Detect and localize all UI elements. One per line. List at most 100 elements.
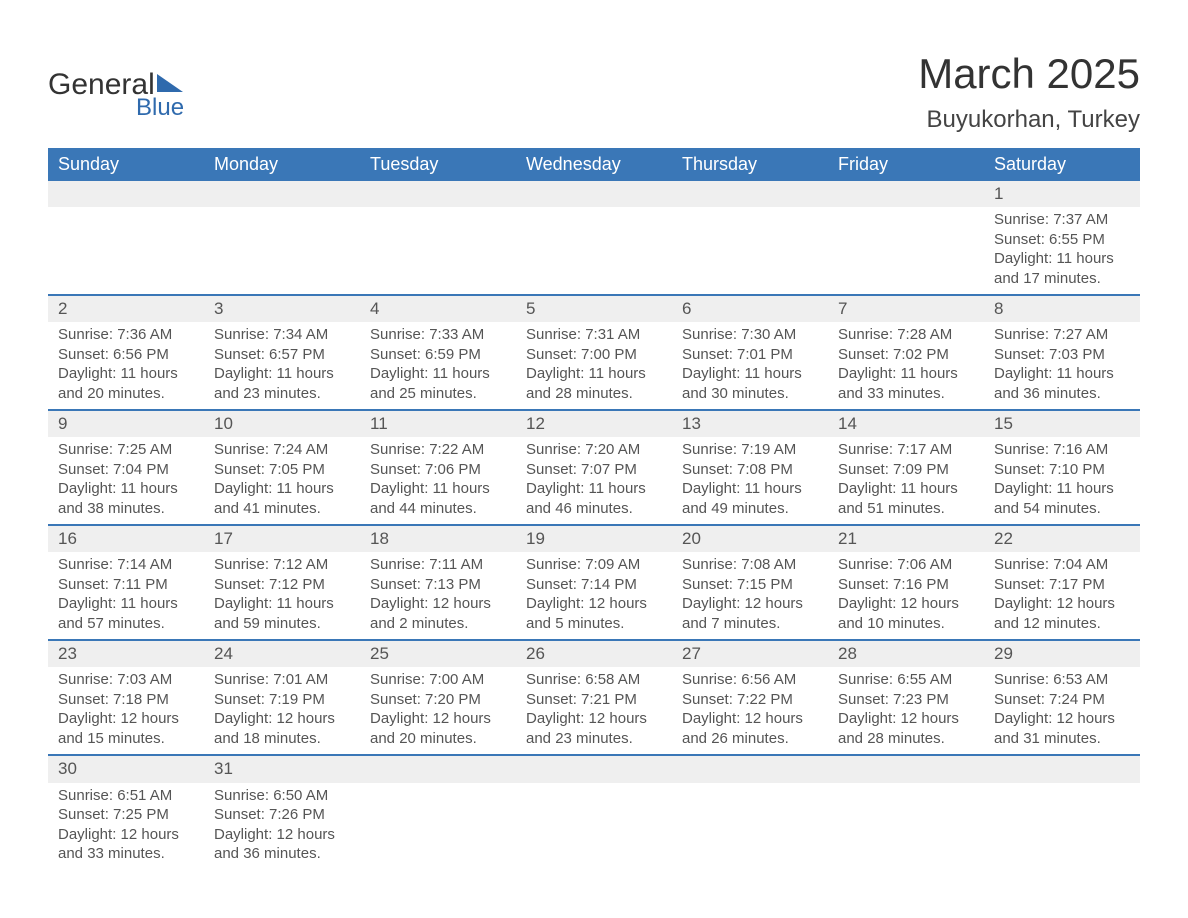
day-details-cell: Sunrise: 7:12 AMSunset: 7:12 PMDaylight:… [204, 552, 360, 640]
logo: General Blue [48, 50, 184, 120]
day-number-cell: 4 [360, 295, 516, 322]
daylight-text-1: Daylight: 11 hours [214, 364, 350, 384]
sunrise-text: Sunrise: 7:25 AM [58, 440, 194, 460]
sunset-text: Sunset: 7:09 PM [838, 460, 974, 480]
daylight-text-1: Daylight: 11 hours [370, 364, 506, 384]
week-details-row: Sunrise: 7:36 AMSunset: 6:56 PMDaylight:… [48, 322, 1140, 410]
day-number-cell: 8 [984, 295, 1140, 322]
day-details-cell: Sunrise: 7:20 AMSunset: 7:07 PMDaylight:… [516, 437, 672, 525]
page-title: March 2025 [918, 50, 1140, 98]
daylight-text-1: Daylight: 11 hours [58, 594, 194, 614]
sunset-text: Sunset: 7:05 PM [214, 460, 350, 480]
daylight-text-1: Daylight: 11 hours [682, 479, 818, 499]
daylight-text-1: Daylight: 12 hours [682, 594, 818, 614]
day-details-cell: Sunrise: 7:19 AMSunset: 7:08 PMDaylight:… [672, 437, 828, 525]
day-details-cell: Sunrise: 7:03 AMSunset: 7:18 PMDaylight:… [48, 667, 204, 755]
sunset-text: Sunset: 7:17 PM [994, 575, 1130, 595]
sunset-text: Sunset: 7:12 PM [214, 575, 350, 595]
day-number-cell: 26 [516, 640, 672, 667]
week-daynum-row: 9101112131415 [48, 410, 1140, 437]
week-details-row: Sunrise: 7:25 AMSunset: 7:04 PMDaylight:… [48, 437, 1140, 525]
day-number-cell: 15 [984, 410, 1140, 437]
day-details-cell [828, 207, 984, 295]
sunrise-text: Sunrise: 6:58 AM [526, 670, 662, 690]
sunset-text: Sunset: 7:01 PM [682, 345, 818, 365]
day-number-cell: 25 [360, 640, 516, 667]
daylight-text-1: Daylight: 11 hours [526, 479, 662, 499]
day-details-cell: Sunrise: 6:55 AMSunset: 7:23 PMDaylight:… [828, 667, 984, 755]
daylight-text-2: and 41 minutes. [214, 499, 350, 519]
sunrise-text: Sunrise: 7:36 AM [58, 325, 194, 345]
day-number-cell [48, 181, 204, 207]
sunrise-text: Sunrise: 7:28 AM [838, 325, 974, 345]
day-details-cell: Sunrise: 7:22 AMSunset: 7:06 PMDaylight:… [360, 437, 516, 525]
logo-text-2: Blue [136, 96, 184, 120]
sunrise-text: Sunrise: 7:06 AM [838, 555, 974, 575]
sunset-text: Sunset: 6:56 PM [58, 345, 194, 365]
sunrise-text: Sunrise: 7:08 AM [682, 555, 818, 575]
day-details-cell: Sunrise: 6:58 AMSunset: 7:21 PMDaylight:… [516, 667, 672, 755]
day-number-cell: 16 [48, 525, 204, 552]
day-number-cell [984, 755, 1140, 782]
sunset-text: Sunset: 7:13 PM [370, 575, 506, 595]
sunrise-text: Sunrise: 7:19 AM [682, 440, 818, 460]
sunrise-text: Sunrise: 7:33 AM [370, 325, 506, 345]
daylight-text-2: and 23 minutes. [214, 384, 350, 404]
daylight-text-1: Daylight: 12 hours [526, 709, 662, 729]
sunset-text: Sunset: 7:07 PM [526, 460, 662, 480]
daylight-text-1: Daylight: 12 hours [838, 594, 974, 614]
sunset-text: Sunset: 7:26 PM [214, 805, 350, 825]
daylight-text-2: and 7 minutes. [682, 614, 818, 634]
sunrise-text: Sunrise: 7:11 AM [370, 555, 506, 575]
day-number-cell: 14 [828, 410, 984, 437]
daylight-text-2: and 26 minutes. [682, 729, 818, 749]
daylight-text-1: Daylight: 11 hours [370, 479, 506, 499]
daylight-text-1: Daylight: 11 hours [838, 364, 974, 384]
location-label: Buyukorhan, Turkey [918, 106, 1140, 134]
week-details-row: Sunrise: 7:14 AMSunset: 7:11 PMDaylight:… [48, 552, 1140, 640]
sunset-text: Sunset: 7:14 PM [526, 575, 662, 595]
day-details-cell [516, 783, 672, 870]
day-number-cell: 11 [360, 410, 516, 437]
daylight-text-2: and 33 minutes. [838, 384, 974, 404]
daylight-text-1: Daylight: 11 hours [58, 479, 194, 499]
daylight-text-1: Daylight: 12 hours [682, 709, 818, 729]
sunrise-text: Sunrise: 6:53 AM [994, 670, 1130, 690]
sunrise-text: Sunrise: 7:00 AM [370, 670, 506, 690]
daylight-text-2: and 23 minutes. [526, 729, 662, 749]
sunset-text: Sunset: 7:23 PM [838, 690, 974, 710]
day-details-cell: Sunrise: 7:16 AMSunset: 7:10 PMDaylight:… [984, 437, 1140, 525]
sunrise-text: Sunrise: 7:12 AM [214, 555, 350, 575]
week-daynum-row: 23242526272829 [48, 640, 1140, 667]
sunrise-text: Sunrise: 7:04 AM [994, 555, 1130, 575]
day-details-cell [828, 783, 984, 870]
day-number-cell: 13 [672, 410, 828, 437]
day-number-cell [672, 755, 828, 782]
day-number-cell: 2 [48, 295, 204, 322]
daylight-text-1: Daylight: 12 hours [370, 594, 506, 614]
day-number-cell [672, 181, 828, 207]
day-details-cell: Sunrise: 7:01 AMSunset: 7:19 PMDaylight:… [204, 667, 360, 755]
calendar-header-row: Sunday Monday Tuesday Wednesday Thursday… [48, 148, 1140, 181]
day-number-cell: 22 [984, 525, 1140, 552]
daylight-text-1: Daylight: 11 hours [58, 364, 194, 384]
day-details-cell [204, 207, 360, 295]
day-number-cell: 31 [204, 755, 360, 782]
day-number-cell: 12 [516, 410, 672, 437]
day-number-cell: 20 [672, 525, 828, 552]
sunrise-text: Sunrise: 6:56 AM [682, 670, 818, 690]
day-number-cell: 5 [516, 295, 672, 322]
daylight-text-2: and 57 minutes. [58, 614, 194, 634]
daylight-text-2: and 17 minutes. [994, 269, 1130, 289]
day-number-cell: 18 [360, 525, 516, 552]
day-details-cell: Sunrise: 7:00 AMSunset: 7:20 PMDaylight:… [360, 667, 516, 755]
day-details-cell [360, 783, 516, 870]
sunset-text: Sunset: 7:00 PM [526, 345, 662, 365]
sunrise-text: Sunrise: 7:09 AM [526, 555, 662, 575]
sunset-text: Sunset: 7:18 PM [58, 690, 194, 710]
daylight-text-2: and 38 minutes. [58, 499, 194, 519]
sunset-text: Sunset: 7:15 PM [682, 575, 818, 595]
day-number-cell: 6 [672, 295, 828, 322]
daylight-text-2: and 31 minutes. [994, 729, 1130, 749]
day-number-cell: 21 [828, 525, 984, 552]
